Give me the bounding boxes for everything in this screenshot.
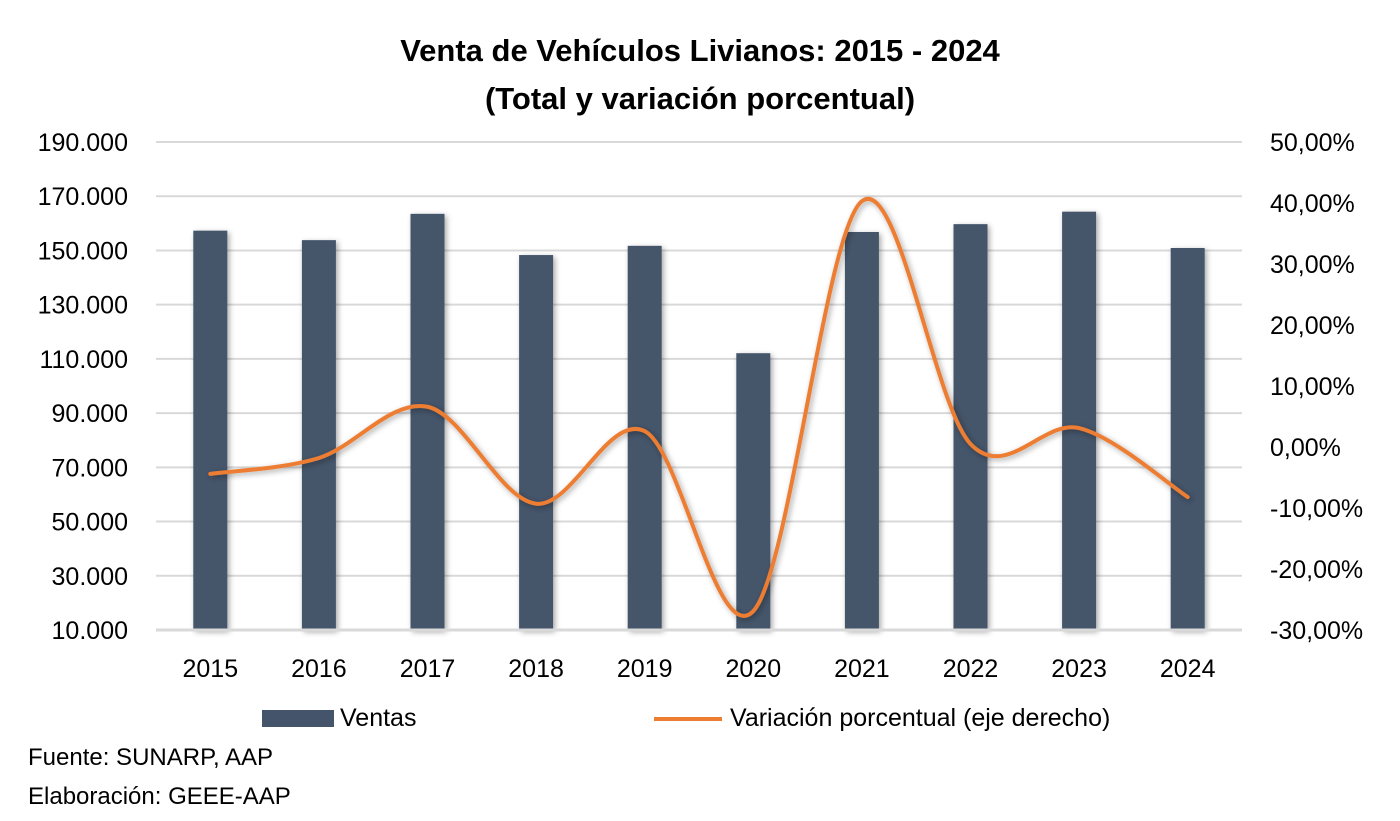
left-tick-label: 190.000 bbox=[38, 129, 128, 157]
left-axis: 10.000 30.000 50.000 70.000 90.000 110.000 130… bbox=[38, 129, 128, 645]
left-tick-label: 50.000 bbox=[52, 509, 128, 537]
x-tick-label: 2016 bbox=[291, 655, 347, 683]
left-tick-label: 30.000 bbox=[52, 563, 128, 591]
legend-item-ventas: Ventas bbox=[262, 704, 416, 733]
legend-item-variacion: Variación porcentual (eje derecho) bbox=[654, 704, 1110, 733]
x-tick-label: 2024 bbox=[1160, 655, 1216, 683]
bar-2024 bbox=[1170, 248, 1205, 630]
bar-2015 bbox=[193, 230, 228, 631]
bar-2023 bbox=[1062, 211, 1097, 631]
legend-line-swatch bbox=[654, 716, 722, 721]
left-tick-label: 150.000 bbox=[38, 237, 128, 265]
x-tick-label: 2020 bbox=[725, 655, 781, 683]
right-tick-label: -20,00% bbox=[1270, 556, 1363, 584]
x-tick-label: 2023 bbox=[1051, 655, 1107, 683]
legend-bar-swatch bbox=[262, 710, 334, 727]
x-tick-label: 2017 bbox=[400, 655, 456, 683]
elaboration-note: Elaboración: GEEE-AAP bbox=[28, 783, 291, 810]
bar-2019 bbox=[627, 245, 662, 630]
chart-title: Venta de Vehículos Livianos: 2015 - 2024 bbox=[400, 33, 1000, 68]
right-tick-label: 0,00% bbox=[1270, 434, 1341, 462]
x-tick-label: 2018 bbox=[508, 655, 564, 683]
right-tick-label: -30,00% bbox=[1270, 617, 1363, 645]
gridlines bbox=[156, 141, 1242, 577]
right-axis: -30,00% -20,00% -10,00% 0,00% 10,00% 20,00% 30… bbox=[1270, 129, 1363, 645]
legend-label-ventas: Ventas bbox=[340, 704, 417, 732]
x-tick-label: 2022 bbox=[943, 655, 999, 683]
right-tick-label: 30,00% bbox=[1270, 251, 1355, 279]
bar-2017 bbox=[410, 213, 445, 630]
right-tick-label: 20,00% bbox=[1270, 312, 1355, 340]
variation-line bbox=[208, 196, 1190, 618]
left-tick-label: 110.000 bbox=[39, 346, 128, 374]
x-tick-label: 2019 bbox=[617, 655, 673, 683]
left-tick-label: 70.000 bbox=[52, 454, 128, 482]
right-tick-label: 50,00% bbox=[1270, 129, 1355, 157]
x-axis: 2015 2016 2017 2018 2019 2020 2021 2022 2023 2024 bbox=[182, 655, 1215, 683]
bar-2021 bbox=[844, 232, 879, 630]
source-note: Fuente: SUNARP, AAP bbox=[28, 744, 274, 771]
right-tick-label: -10,00% bbox=[1270, 495, 1363, 523]
chart-subtitle: (Total y variación porcentual) bbox=[484, 81, 916, 116]
left-tick-label: 90.000 bbox=[52, 400, 128, 428]
left-tick-label: 170.000 bbox=[38, 183, 128, 211]
legend-label-variacion: Variación porcentual (eje derecho) bbox=[730, 704, 1111, 732]
x-tick-label: 2021 bbox=[834, 655, 890, 683]
left-tick-label: 130.000 bbox=[38, 292, 128, 320]
right-tick-label: 40,00% bbox=[1270, 190, 1355, 218]
bar-2020 bbox=[736, 353, 771, 630]
x-tick-label: 2015 bbox=[182, 655, 238, 683]
bar-2018 bbox=[519, 255, 554, 630]
bar-2016 bbox=[301, 240, 336, 631]
right-tick-label: 10,00% bbox=[1270, 373, 1355, 401]
left-tick-label: 10.000 bbox=[52, 617, 128, 645]
line-series bbox=[208, 196, 1190, 618]
bar-series bbox=[193, 211, 1205, 631]
